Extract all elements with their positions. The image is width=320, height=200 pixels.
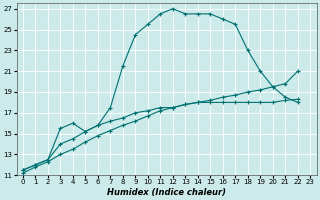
X-axis label: Humidex (Indice chaleur): Humidex (Indice chaleur) [107, 188, 226, 197]
